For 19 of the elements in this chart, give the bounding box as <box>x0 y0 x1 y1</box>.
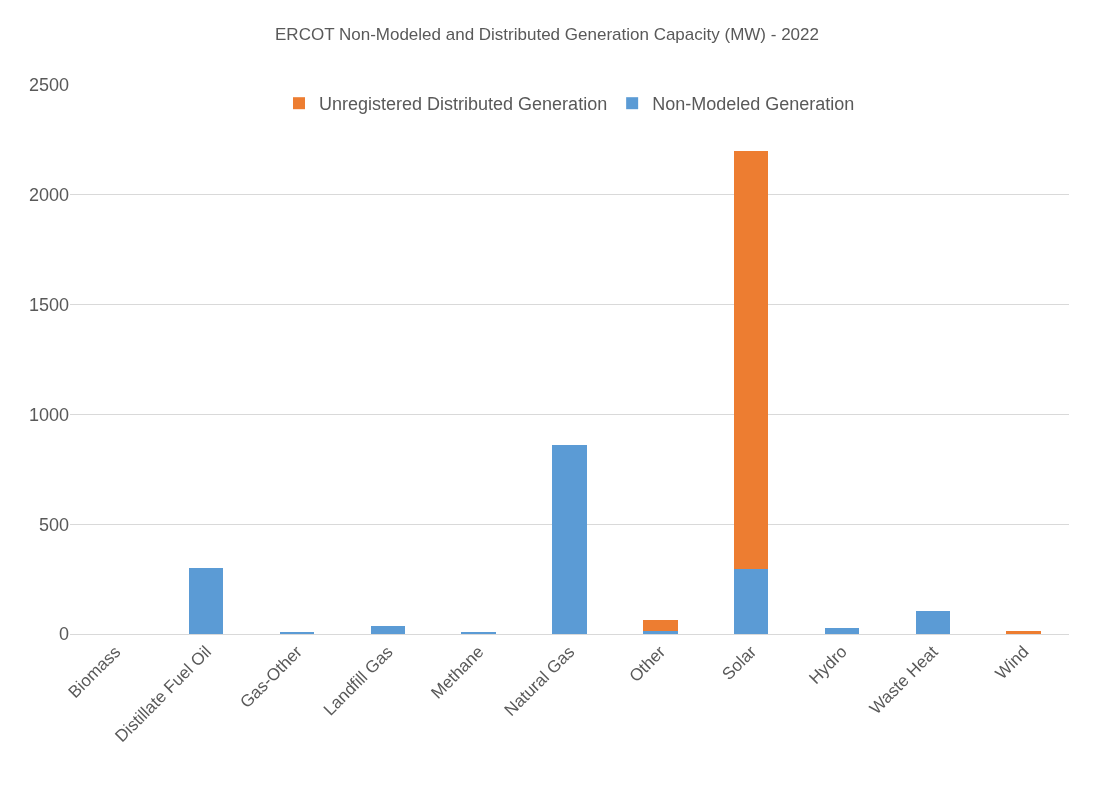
bar <box>188 568 224 634</box>
y-tick-label: 1500 <box>28 294 69 315</box>
y-tick-label: 0 <box>58 624 69 645</box>
bar <box>1006 631 1041 634</box>
y-tick-label: 2000 <box>28 185 69 206</box>
bar <box>824 627 860 634</box>
bar <box>370 626 406 634</box>
legend-label: Unregistered Distributed Generation <box>319 94 608 115</box>
bar <box>733 150 769 569</box>
chart-title: ERCOT Non-Modeled and Distributed Generation Capacity (MW) - 2022 <box>275 24 819 44</box>
y-tick-label: 500 <box>38 514 69 535</box>
bar <box>643 619 678 631</box>
legend-label: Non-Modeled Generation <box>652 94 855 115</box>
y-tick-label: 1000 <box>28 404 69 425</box>
bar <box>733 569 769 634</box>
bar <box>552 444 587 634</box>
bar <box>643 630 678 634</box>
bar <box>915 611 951 634</box>
y-tick-label: 2500 <box>28 75 69 96</box>
